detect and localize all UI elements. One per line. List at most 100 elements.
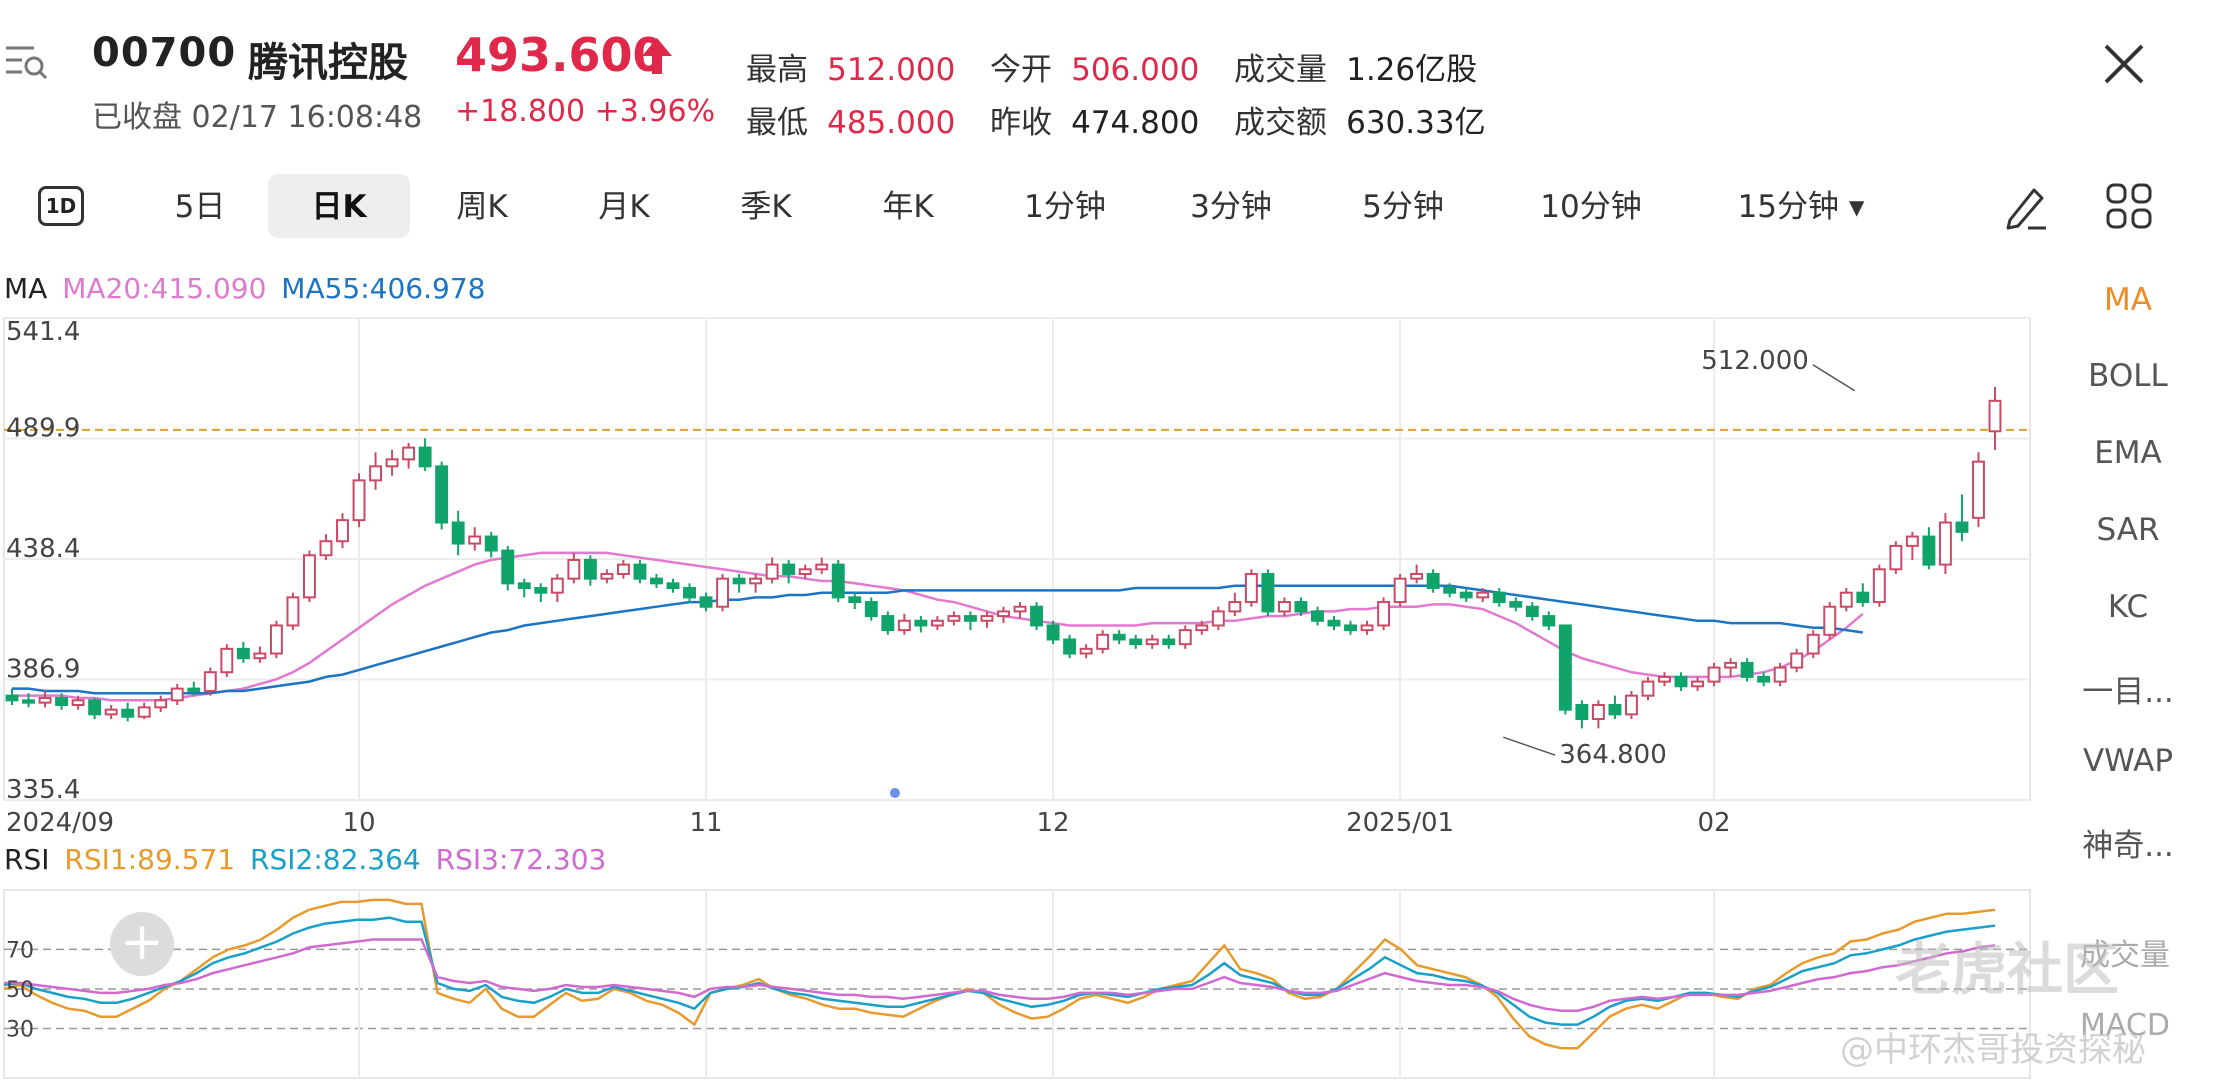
candle-down xyxy=(1492,591,1506,604)
candle-up xyxy=(336,519,349,543)
candle-up xyxy=(1244,572,1258,604)
candle-up xyxy=(1790,652,1804,669)
watermark-logo: 老虎社区 xyxy=(1895,938,2119,1003)
indicator-vwap[interactable]: VWAP xyxy=(2082,743,2174,779)
candle-up xyxy=(286,596,300,627)
candle-up xyxy=(716,577,730,608)
indicator-volume[interactable]: 成交量 xyxy=(2080,938,2170,973)
indicator-boll[interactable]: BOLL xyxy=(2088,358,2168,394)
candle-up xyxy=(1707,666,1721,683)
candle-down xyxy=(451,521,465,545)
annotation-leader xyxy=(1503,736,1556,756)
candle-down xyxy=(914,619,928,627)
candle-down xyxy=(782,563,796,575)
quote-low: 最低 485.000 xyxy=(746,97,955,142)
candle-up xyxy=(137,706,151,718)
quote-value: 630.33亿 xyxy=(1346,105,1486,141)
indicator-sar[interactable]: SAR xyxy=(2096,512,2160,548)
indicator-ichimoku[interactable]: 一目... xyxy=(2082,674,2174,710)
tab-15min-dropdown[interactable]: 15分钟 ▾ xyxy=(1737,189,1865,225)
stock-code: 00700 xyxy=(92,30,237,76)
candle-up xyxy=(1641,680,1655,697)
stock-name: 腾讯控股 xyxy=(248,40,408,86)
tab-weekly-k[interactable]: 周K xyxy=(456,189,508,225)
candle-up xyxy=(1211,610,1225,627)
rsi3-line xyxy=(4,938,1996,1012)
tab-5min[interactable]: 5分钟 xyxy=(1362,189,1444,225)
quote-prev-close: 昨收 474.800 xyxy=(990,97,1199,142)
ma55-value: MA55:406.978 xyxy=(281,272,486,305)
candle-down xyxy=(583,558,597,580)
candle-up xyxy=(1938,521,1952,566)
candle-up xyxy=(352,479,366,522)
tab-5day[interactable]: 5日 xyxy=(174,189,226,225)
low-annotation: 364.800 xyxy=(1559,740,1667,770)
y-tick-label: 335.4 xyxy=(6,775,80,805)
candle-up xyxy=(71,699,85,707)
candle-up xyxy=(930,619,944,627)
grid xyxy=(3,317,2031,1079)
close-icon[interactable] xyxy=(2100,40,2148,88)
candle-up xyxy=(1145,638,1159,646)
x-tick-label: 2025/01 xyxy=(1346,808,1454,838)
rsi2-line xyxy=(3,916,1996,1026)
candle-down xyxy=(1757,675,1771,683)
tab-monthly-k[interactable]: 月K xyxy=(598,189,650,225)
tab-quarterly-k[interactable]: 季K xyxy=(740,189,792,225)
candle-down xyxy=(1459,591,1473,599)
rsi2-value: RSI2:82.364 xyxy=(250,843,421,876)
candle-down xyxy=(650,577,663,585)
tab-1d[interactable]: 1D xyxy=(38,186,84,226)
indicator-macd[interactable]: MACD xyxy=(2080,1008,2170,1043)
candle-up xyxy=(369,465,383,482)
annotation-leader xyxy=(1812,364,1856,392)
candle-down xyxy=(1327,619,1341,627)
candle-up xyxy=(897,619,911,632)
ma-legend: MA MA20:415.090 MA55:406.978 xyxy=(4,272,485,305)
candle-down xyxy=(1261,572,1275,613)
candle-down xyxy=(1046,624,1060,641)
candle-up xyxy=(1823,605,1837,636)
grid-icon[interactable] xyxy=(2105,182,2153,230)
list-search-icon[interactable] xyxy=(4,40,48,84)
candle-up xyxy=(1277,601,1291,613)
candle-down xyxy=(683,587,696,599)
indicator-kc[interactable]: KC xyxy=(2107,589,2149,625)
tab-daily-k[interactable]: 日K xyxy=(311,189,367,225)
candle-up xyxy=(1889,544,1903,571)
candle-down xyxy=(1674,675,1688,688)
tab-3min[interactable]: 3分钟 xyxy=(1190,189,1272,225)
tab-10min[interactable]: 10分钟 xyxy=(1540,189,1642,225)
tab-yearly-k[interactable]: 年K xyxy=(882,189,934,225)
rsi-lines xyxy=(3,898,1996,1050)
candle-down xyxy=(236,647,250,660)
quote-label: 成交额 xyxy=(1234,105,1327,141)
add-indicator-button[interactable]: + xyxy=(110,912,174,976)
indicator-ma[interactable]: MA xyxy=(2104,282,2152,318)
indicator-magic[interactable]: 神奇... xyxy=(2082,828,2174,864)
candle-down xyxy=(1542,615,1556,627)
candle-up xyxy=(550,577,564,594)
candle-up xyxy=(567,558,581,580)
rsi-tick-label: 70 xyxy=(6,938,34,963)
pen-icon[interactable] xyxy=(2000,182,2050,232)
candle-up xyxy=(1013,605,1027,613)
x-tick-label: 11 xyxy=(690,808,723,838)
candle-up xyxy=(468,535,482,545)
rsi3-value: RSI3:72.303 xyxy=(435,843,607,876)
tab-1min[interactable]: 1分钟 xyxy=(1024,189,1106,225)
active-tab-highlight xyxy=(268,174,410,238)
candle-down xyxy=(864,601,878,618)
candle-down xyxy=(1311,610,1324,622)
indicator-ema[interactable]: EMA xyxy=(2094,435,2162,471)
candle-up xyxy=(220,647,234,674)
candle-down xyxy=(22,699,35,704)
candle-up xyxy=(402,446,416,461)
candle-down xyxy=(435,465,449,524)
candle-up xyxy=(1079,647,1093,655)
quote-label: 今开 xyxy=(990,52,1052,88)
candle-down xyxy=(1063,638,1077,655)
quote-turnover: 成交额 630.33亿 xyxy=(1234,97,1486,142)
candle-down xyxy=(848,596,862,604)
